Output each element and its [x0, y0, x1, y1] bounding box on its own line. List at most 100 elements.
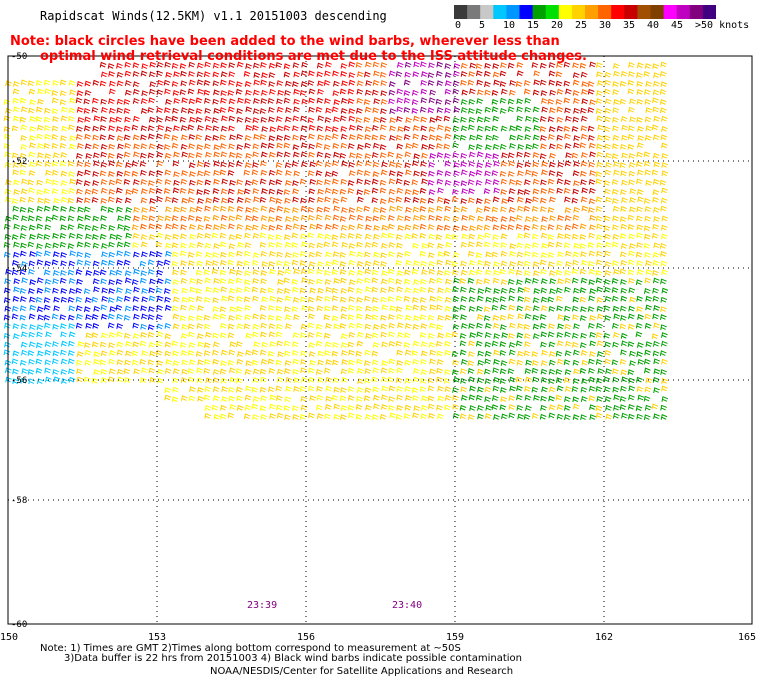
wind-barb	[396, 242, 403, 249]
wind-barb	[189, 171, 196, 177]
wind-barb	[124, 270, 132, 276]
wind-barb	[524, 260, 531, 267]
wind-barb	[484, 396, 491, 403]
wind-barb	[628, 179, 635, 186]
wind-barb	[461, 214, 469, 221]
wind-barb	[236, 133, 243, 140]
wind-barb	[340, 368, 348, 375]
wind-barb	[267, 358, 275, 365]
legend-swatch	[506, 5, 520, 19]
wind-barb	[268, 323, 276, 330]
wind-barb	[387, 232, 395, 239]
wind-barb	[477, 259, 484, 266]
wind-barb	[196, 79, 204, 86]
wind-barb	[547, 224, 555, 230]
wind-barb	[453, 134, 461, 140]
legend-swatch	[519, 5, 534, 19]
wind-barb	[13, 223, 21, 230]
wind-barb	[356, 305, 363, 312]
wind-barb	[619, 268, 627, 275]
wind-barb	[28, 260, 36, 267]
wind-barb	[555, 80, 563, 87]
wind-barb	[12, 97, 20, 104]
wind-barb	[36, 133, 44, 140]
wind-barb	[659, 314, 667, 320]
wind-barb	[652, 89, 660, 96]
wind-barb	[220, 251, 227, 258]
wind-barb	[603, 215, 611, 222]
wind-barb	[429, 153, 437, 159]
wind-barb	[212, 306, 220, 312]
wind-barb	[452, 269, 459, 276]
wind-barb	[244, 250, 251, 257]
wind-barb	[491, 98, 499, 105]
wind-barb	[132, 322, 140, 329]
wind-barb	[108, 134, 115, 141]
wind-barb	[28, 107, 35, 114]
wind-barb	[156, 314, 163, 320]
wind-barb	[637, 135, 645, 141]
wind-barb	[204, 135, 212, 141]
wind-barb	[532, 89, 540, 96]
wind-barb	[44, 322, 51, 329]
wind-barb	[428, 170, 435, 177]
wind-barb	[484, 170, 492, 177]
wind-barb	[540, 252, 548, 258]
wind-barb	[140, 98, 148, 104]
wind-barb	[13, 241, 20, 248]
wind-barb	[28, 288, 35, 294]
wind-barb	[659, 179, 667, 186]
wind-barb	[412, 160, 419, 167]
wind-barb	[188, 162, 196, 169]
wind-barb	[69, 206, 76, 212]
wind-barb	[491, 216, 499, 223]
wind-barb	[221, 178, 229, 185]
wind-barb	[612, 205, 620, 212]
wind-barb	[299, 413, 307, 420]
wind-barb	[355, 152, 363, 159]
wind-barb	[221, 386, 228, 392]
wind-barb	[220, 360, 228, 367]
wind-barb	[277, 269, 285, 276]
wind-barb	[547, 98, 555, 105]
wind-barb	[404, 404, 412, 411]
wind-barb	[164, 350, 172, 357]
wind-barb	[612, 376, 620, 383]
wind-barb	[227, 412, 235, 419]
wind-barb	[580, 107, 587, 114]
wind-barb	[445, 259, 452, 266]
wind-barb	[419, 205, 427, 212]
wind-barb	[588, 134, 595, 141]
legend-swatch	[545, 5, 560, 19]
wind-barb	[172, 386, 180, 393]
wind-barb	[563, 404, 571, 411]
wind-barb	[275, 305, 283, 312]
wind-barb	[621, 376, 628, 383]
wind-barb	[539, 115, 547, 122]
wind-barb	[332, 133, 339, 140]
wind-barb	[477, 368, 484, 375]
wind-barb	[252, 331, 259, 338]
wind-barb	[532, 233, 539, 240]
wind-barb	[405, 117, 413, 123]
wind-barb	[244, 270, 252, 276]
wind-barb	[315, 106, 323, 113]
wind-barb	[116, 135, 124, 142]
wind-barb	[589, 61, 596, 68]
wind-barb	[77, 223, 85, 230]
wind-barb	[140, 197, 148, 204]
wind-barb	[52, 79, 60, 86]
wind-barb	[244, 394, 252, 401]
wind-barb	[44, 242, 52, 249]
wind-barb	[77, 206, 85, 213]
wind-barb	[396, 349, 404, 356]
wind-barb	[652, 252, 660, 258]
wind-barb	[461, 394, 468, 401]
wind-barb	[141, 350, 149, 357]
wind-barb	[149, 377, 157, 383]
wind-barb	[124, 377, 132, 383]
wind-barb	[196, 232, 204, 239]
wind-barb	[595, 108, 603, 114]
wind-barb	[549, 215, 556, 222]
wind-barb	[21, 349, 28, 356]
